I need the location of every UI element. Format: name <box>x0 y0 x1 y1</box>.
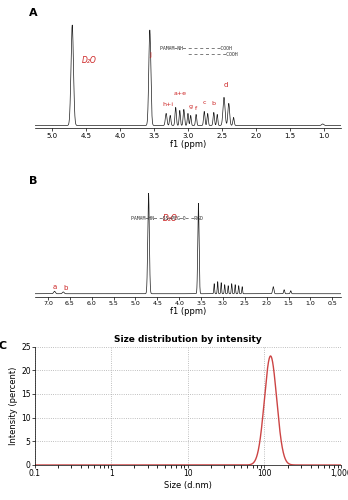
Text: A: A <box>29 8 37 18</box>
X-axis label: f1 (ppm): f1 (ppm) <box>170 140 206 149</box>
Text: d: d <box>224 82 228 88</box>
Text: b: b <box>212 102 216 106</box>
Text: C: C <box>0 340 6 350</box>
Text: c: c <box>203 100 206 105</box>
Text: a: a <box>52 284 57 290</box>
X-axis label: f1 (ppm): f1 (ppm) <box>170 308 206 316</box>
X-axis label: Size (d.nm): Size (d.nm) <box>164 481 212 490</box>
Y-axis label: Intensity (percent): Intensity (percent) <box>9 366 18 445</box>
Text: g: g <box>189 104 193 110</box>
Text: j: j <box>149 52 151 58</box>
Text: D₂O: D₂O <box>163 214 178 224</box>
Title: Size distribution by intensity: Size distribution by intensity <box>114 336 262 344</box>
Text: D₂O: D₂O <box>82 56 97 65</box>
Text: a+e: a+e <box>173 92 186 96</box>
Text: B: B <box>29 176 37 186</box>
Text: h+i: h+i <box>162 102 173 108</box>
Text: b: b <box>63 284 68 290</box>
Text: f: f <box>195 106 197 112</box>
